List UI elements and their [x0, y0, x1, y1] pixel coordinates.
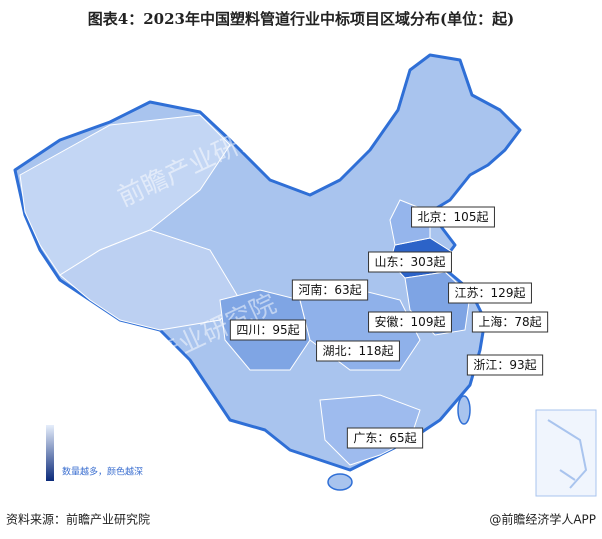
map — [13, 53, 597, 497]
region-label: 广东：65起 — [353, 431, 416, 445]
label-box — [411, 206, 495, 228]
taiwan — [457, 395, 471, 425]
inset-box — [535, 409, 597, 497]
label-box — [466, 354, 544, 376]
legend-gradient — [46, 425, 54, 481]
label-box — [368, 251, 452, 273]
credit: @前瞻经济学人APP — [489, 512, 596, 527]
region-label: 江苏：129起 — [455, 286, 526, 300]
region-label: 湖北：118起 — [323, 343, 394, 358]
region-label: 安徽：109起 — [375, 314, 446, 329]
region-label: 四川：95起 — [236, 323, 299, 337]
inset-islands — [547, 419, 588, 489]
region-label: 上海：78起 — [478, 314, 541, 329]
label-box — [471, 311, 549, 333]
legend-text: 数量越多，颜色越深 — [62, 466, 143, 478]
label-box — [229, 319, 307, 341]
title: 图表4：2023年中国塑料管道行业中标项目区域分布(单位：起) — [88, 10, 514, 28]
label-box — [291, 279, 369, 301]
hainan — [327, 473, 353, 491]
region-label: 河南：63起 — [298, 282, 361, 297]
region-label: 浙江：93起 — [473, 358, 536, 372]
region-label: 北京：105起 — [418, 210, 489, 224]
label-box — [448, 282, 532, 304]
label-box — [316, 340, 400, 362]
source: 资料来源：前瞻产业研究院 — [6, 512, 150, 527]
label-box — [368, 311, 452, 333]
region-label: 山东：303起 — [375, 255, 446, 269]
label-box — [346, 427, 424, 449]
